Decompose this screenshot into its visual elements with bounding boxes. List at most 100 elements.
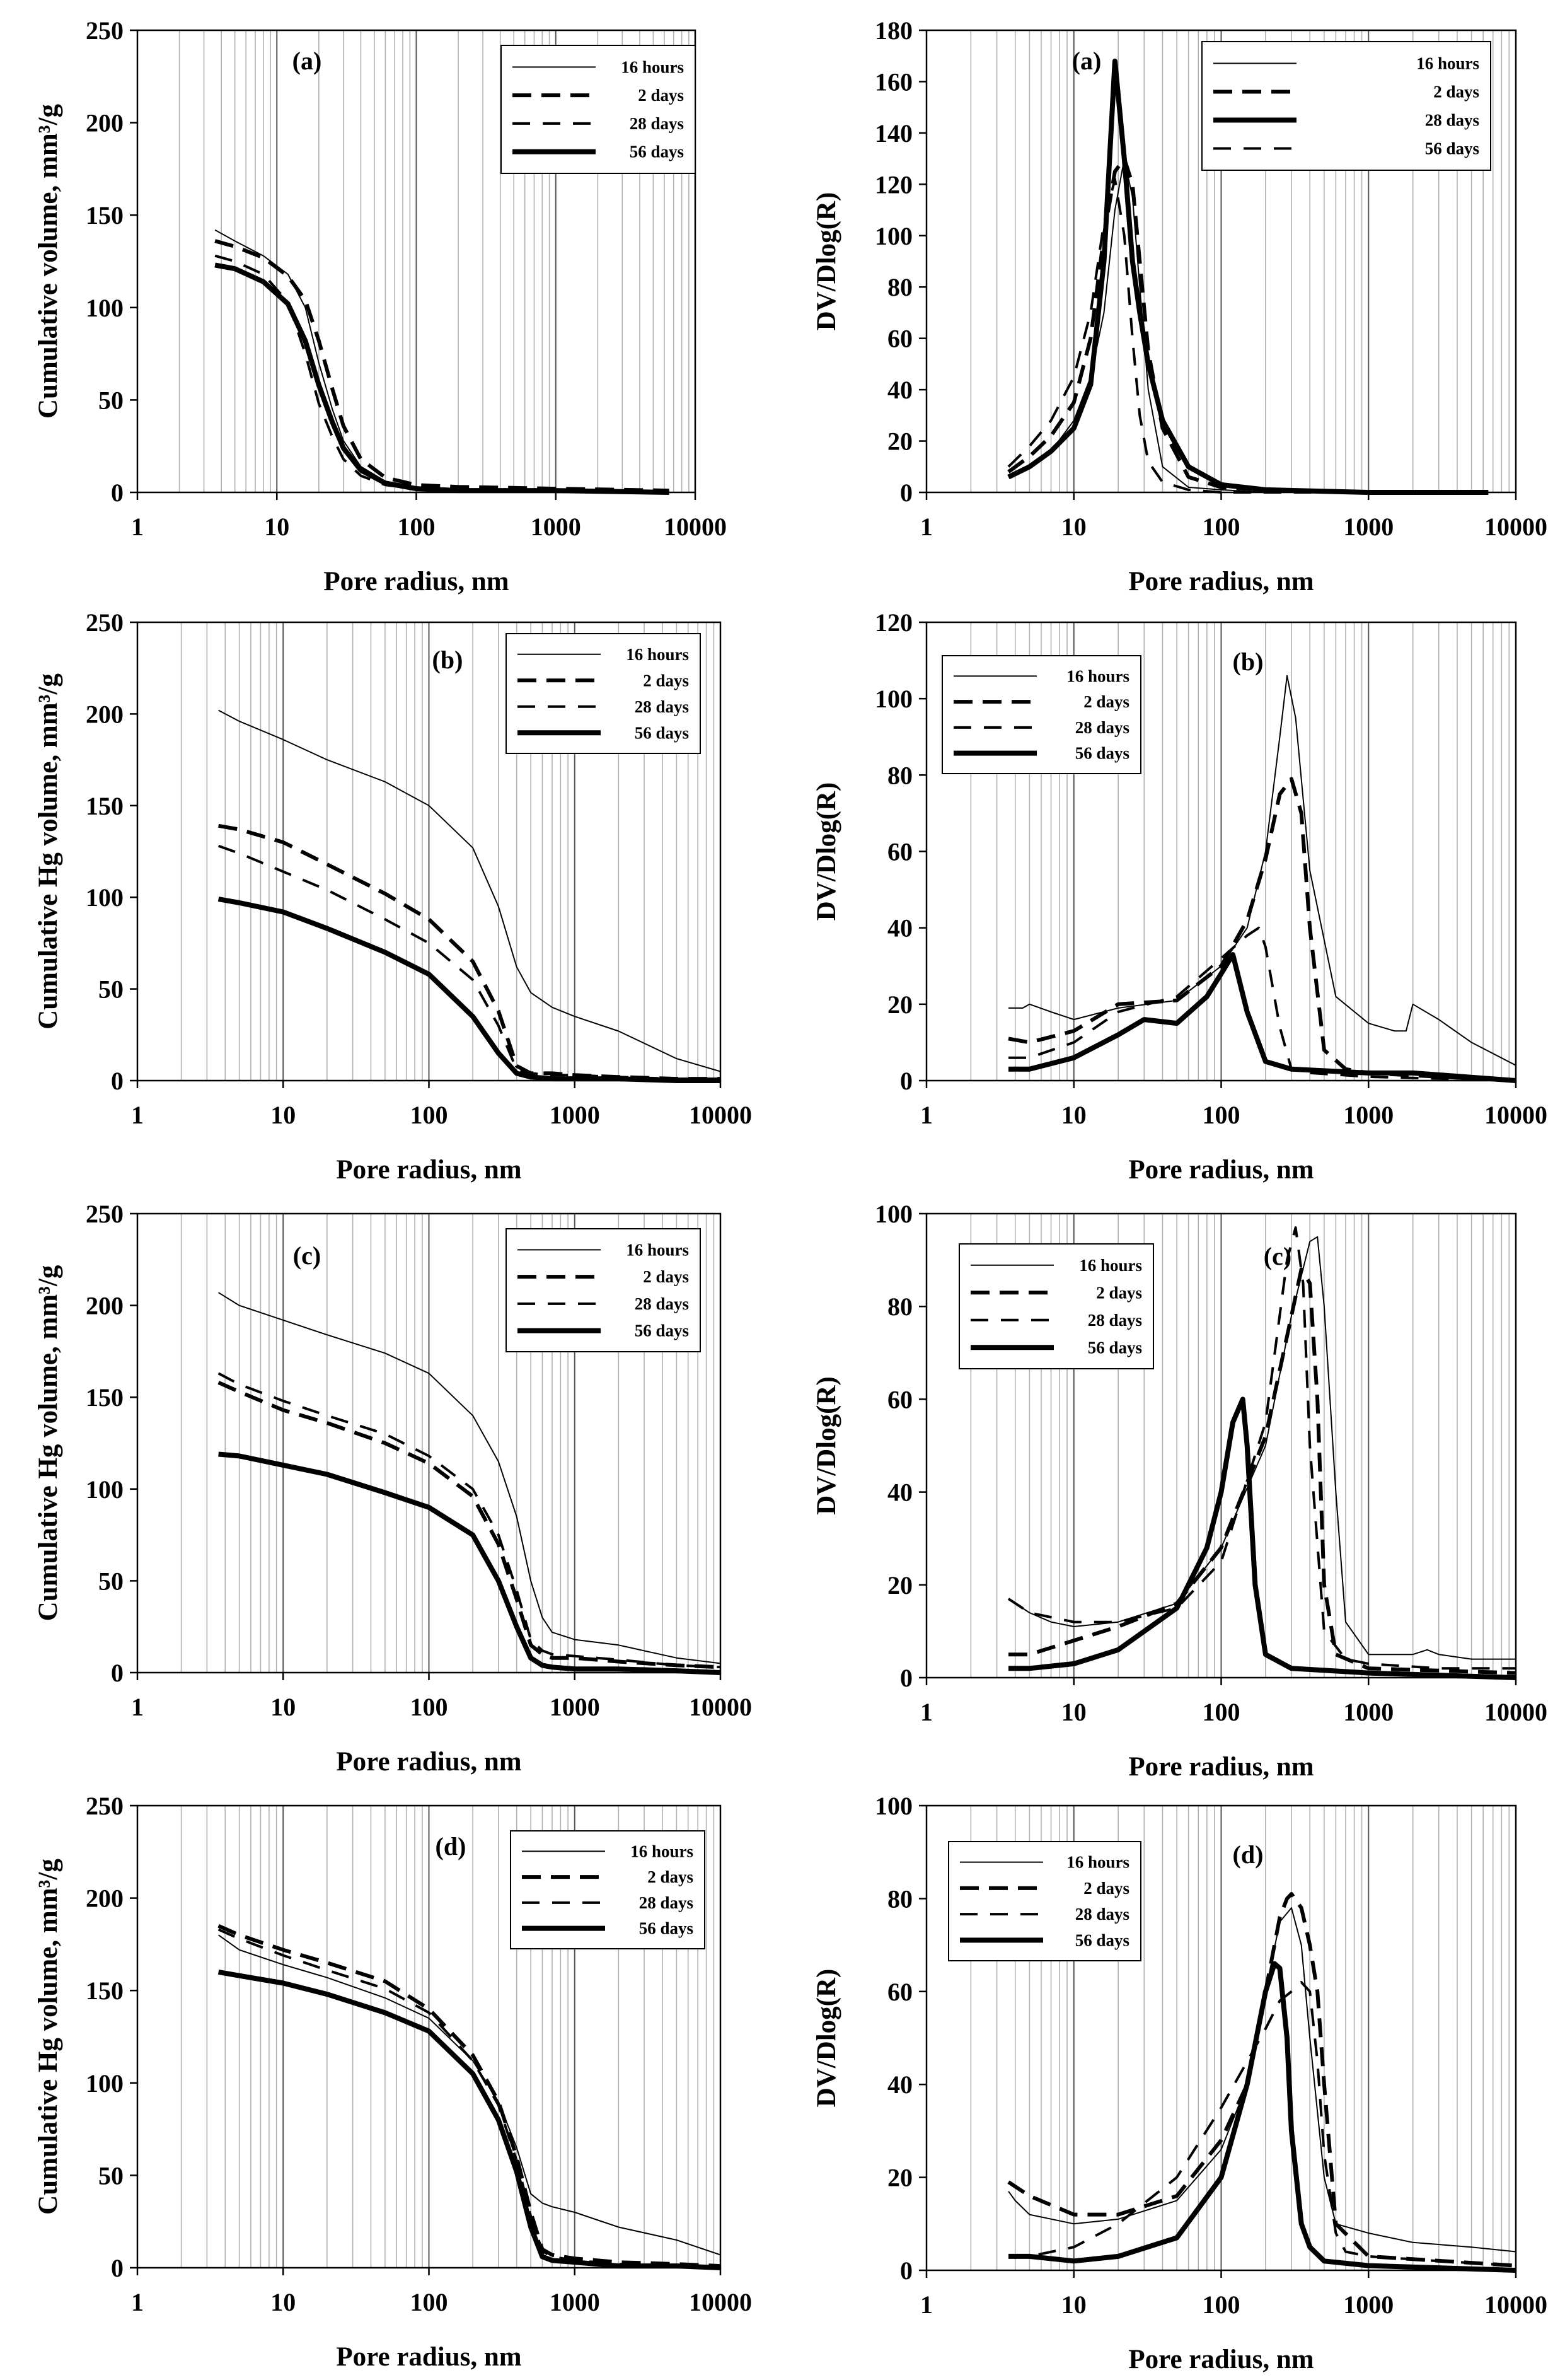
x-axis-title: Pore radius, nm bbox=[323, 567, 509, 596]
gridlines bbox=[970, 1214, 1510, 1678]
x-tick-label: 10000 bbox=[1484, 513, 1547, 541]
y-tick-label: 60 bbox=[887, 838, 913, 866]
y-tick-label: 60 bbox=[887, 1978, 913, 2006]
series-line-28-days bbox=[217, 1372, 721, 1669]
series-line-2-days bbox=[1007, 156, 1489, 494]
x-tick-label: 100 bbox=[398, 513, 436, 541]
y-tick-label: 100 bbox=[86, 2069, 124, 2098]
y-tick-label: 100 bbox=[875, 685, 913, 713]
y-tick-label: 150 bbox=[86, 792, 124, 820]
legend: 16 hours 2 days 28 days 56 days bbox=[942, 655, 1141, 774]
x-tick-label: 10 bbox=[264, 513, 289, 541]
y-tick-label: 0 bbox=[111, 479, 124, 507]
y-tick-label: 250 bbox=[86, 1792, 124, 1820]
y-axis-title: Cumulative volume, mm³/g bbox=[33, 104, 63, 419]
x-tick-label: 10000 bbox=[1484, 2290, 1547, 2319]
series-line-28-days bbox=[217, 844, 720, 1081]
legend-label: 16 hours bbox=[626, 1240, 689, 1259]
chart-dist-a: 0 20 40 60 80 100 120 140 160 180 1 10 100 1000 10000 P… bbox=[812, 16, 1547, 596]
legend-label: 2 days bbox=[1096, 1283, 1142, 1302]
series-line-16-hours bbox=[1008, 1236, 1516, 1660]
panel-label: (d) bbox=[1233, 1840, 1264, 1869]
series-line-2-days bbox=[217, 1381, 721, 1669]
x-tick-label: 100 bbox=[410, 2288, 448, 2316]
legend-label: 2 days bbox=[643, 671, 689, 690]
x-tick-label: 1000 bbox=[550, 2288, 600, 2316]
y-tick-label: 50 bbox=[98, 2161, 124, 2190]
series-line-16-hours bbox=[1008, 158, 1489, 493]
series-line-16-hours bbox=[218, 1292, 721, 1664]
legend-label: 28 days bbox=[639, 1893, 693, 1912]
x-tick-label: 1 bbox=[131, 513, 144, 541]
legend-label: 16 hours bbox=[1066, 1853, 1129, 1872]
legend-label: 2 days bbox=[638, 86, 684, 105]
series-line-16-hours bbox=[218, 709, 721, 1072]
legend-label: 2 days bbox=[1083, 692, 1129, 711]
y-tick-label: 80 bbox=[887, 761, 913, 789]
series-line-2-days bbox=[1008, 777, 1516, 1083]
y-tick-label: 100 bbox=[875, 1792, 913, 1820]
y-tick-label: 200 bbox=[86, 109, 124, 137]
series-line-2-days bbox=[1007, 1892, 1516, 2268]
x-axis-title: Pore radius, nm bbox=[336, 1155, 521, 1185]
x-tick-label: 100 bbox=[1203, 2290, 1240, 2319]
y-tick-label: 250 bbox=[86, 16, 124, 45]
series-line-16-hours bbox=[1008, 675, 1516, 1066]
panel-label: (b) bbox=[432, 646, 463, 674]
panel-label: (b) bbox=[1233, 647, 1264, 676]
legend-label: 16 hours bbox=[626, 645, 689, 664]
y-tick-label: 100 bbox=[875, 222, 913, 250]
x-axis-title: Pore radius, nm bbox=[1128, 1155, 1314, 1185]
y-tick-label: 100 bbox=[86, 1475, 124, 1504]
x-tick-label: 1000 bbox=[1343, 1698, 1394, 1726]
x-tick-label: 100 bbox=[1203, 1698, 1240, 1726]
series-line-56-days bbox=[214, 262, 669, 495]
x-tick-label: 100 bbox=[410, 1693, 448, 1721]
series-line-56-days bbox=[1008, 1961, 1516, 2273]
y-tick-label: 40 bbox=[887, 2070, 913, 2099]
x-tick-label: 10000 bbox=[689, 1101, 752, 1129]
x-tick-label: 10 bbox=[270, 2288, 296, 2316]
y-tick-label: 0 bbox=[900, 479, 913, 507]
chart-cum-c: 0 50 100 150 200 250 1 10 100 1000 10000 Pore radiu… bbox=[33, 1200, 752, 1777]
y-axis-title: Cumulative Hg volume, mm³/g bbox=[33, 673, 63, 1030]
y-tick-label: 40 bbox=[887, 1478, 913, 1507]
x-tick-label: 1 bbox=[131, 2288, 144, 2316]
x-tick-label: 1000 bbox=[1343, 1101, 1394, 1129]
y-tick-label: 0 bbox=[111, 1067, 124, 1095]
x-tick-label: 1000 bbox=[550, 1693, 600, 1721]
x-tick-label: 1 bbox=[920, 513, 933, 541]
x-tick-label: 10 bbox=[1061, 1101, 1087, 1129]
x-axis-title: Pore radius, nm bbox=[336, 2342, 521, 2372]
y-tick-label: 120 bbox=[875, 608, 913, 637]
series-line-28-days bbox=[217, 1928, 720, 2268]
x-tick-label: 100 bbox=[410, 1101, 448, 1129]
y-tick-label: 200 bbox=[86, 1884, 124, 1913]
y-tick-label: 0 bbox=[900, 1664, 913, 1692]
series-line-28-days bbox=[214, 254, 669, 494]
legend: 16 hours 2 days 28 days 56 days bbox=[505, 633, 701, 754]
y-tick-label: 150 bbox=[86, 1977, 124, 2005]
series-line-16-hours bbox=[214, 229, 669, 493]
legend-label: 56 days bbox=[1075, 1930, 1129, 1949]
y-tick-label: 20 bbox=[887, 1571, 913, 1599]
y-tick-label: 250 bbox=[86, 1200, 124, 1228]
y-tick-label: 160 bbox=[875, 67, 913, 96]
y-axis-title: Cumulative Hg volume, mm³/g bbox=[33, 1859, 63, 2215]
gridlines bbox=[178, 30, 690, 492]
series-line-56-days bbox=[217, 897, 720, 1083]
series-line-28-days bbox=[1008, 926, 1516, 1082]
legend-label: 56 days bbox=[639, 1919, 693, 1938]
x-tick-label: 1 bbox=[131, 1101, 144, 1129]
x-tick-label: 100 bbox=[1203, 1101, 1240, 1129]
y-axis-title: DV/Dlog(R) bbox=[812, 192, 841, 331]
gridlines bbox=[180, 1806, 715, 2268]
legend-label: 56 days bbox=[1075, 744, 1129, 763]
legend-label: 2 days bbox=[647, 1867, 693, 1886]
y-tick-label: 100 bbox=[86, 294, 124, 322]
y-axis-title: DV/Dlog(R) bbox=[812, 782, 841, 921]
y-tick-label: 150 bbox=[86, 201, 124, 229]
series-line-2-days bbox=[218, 823, 720, 1081]
x-tick-label: 1000 bbox=[531, 513, 581, 541]
